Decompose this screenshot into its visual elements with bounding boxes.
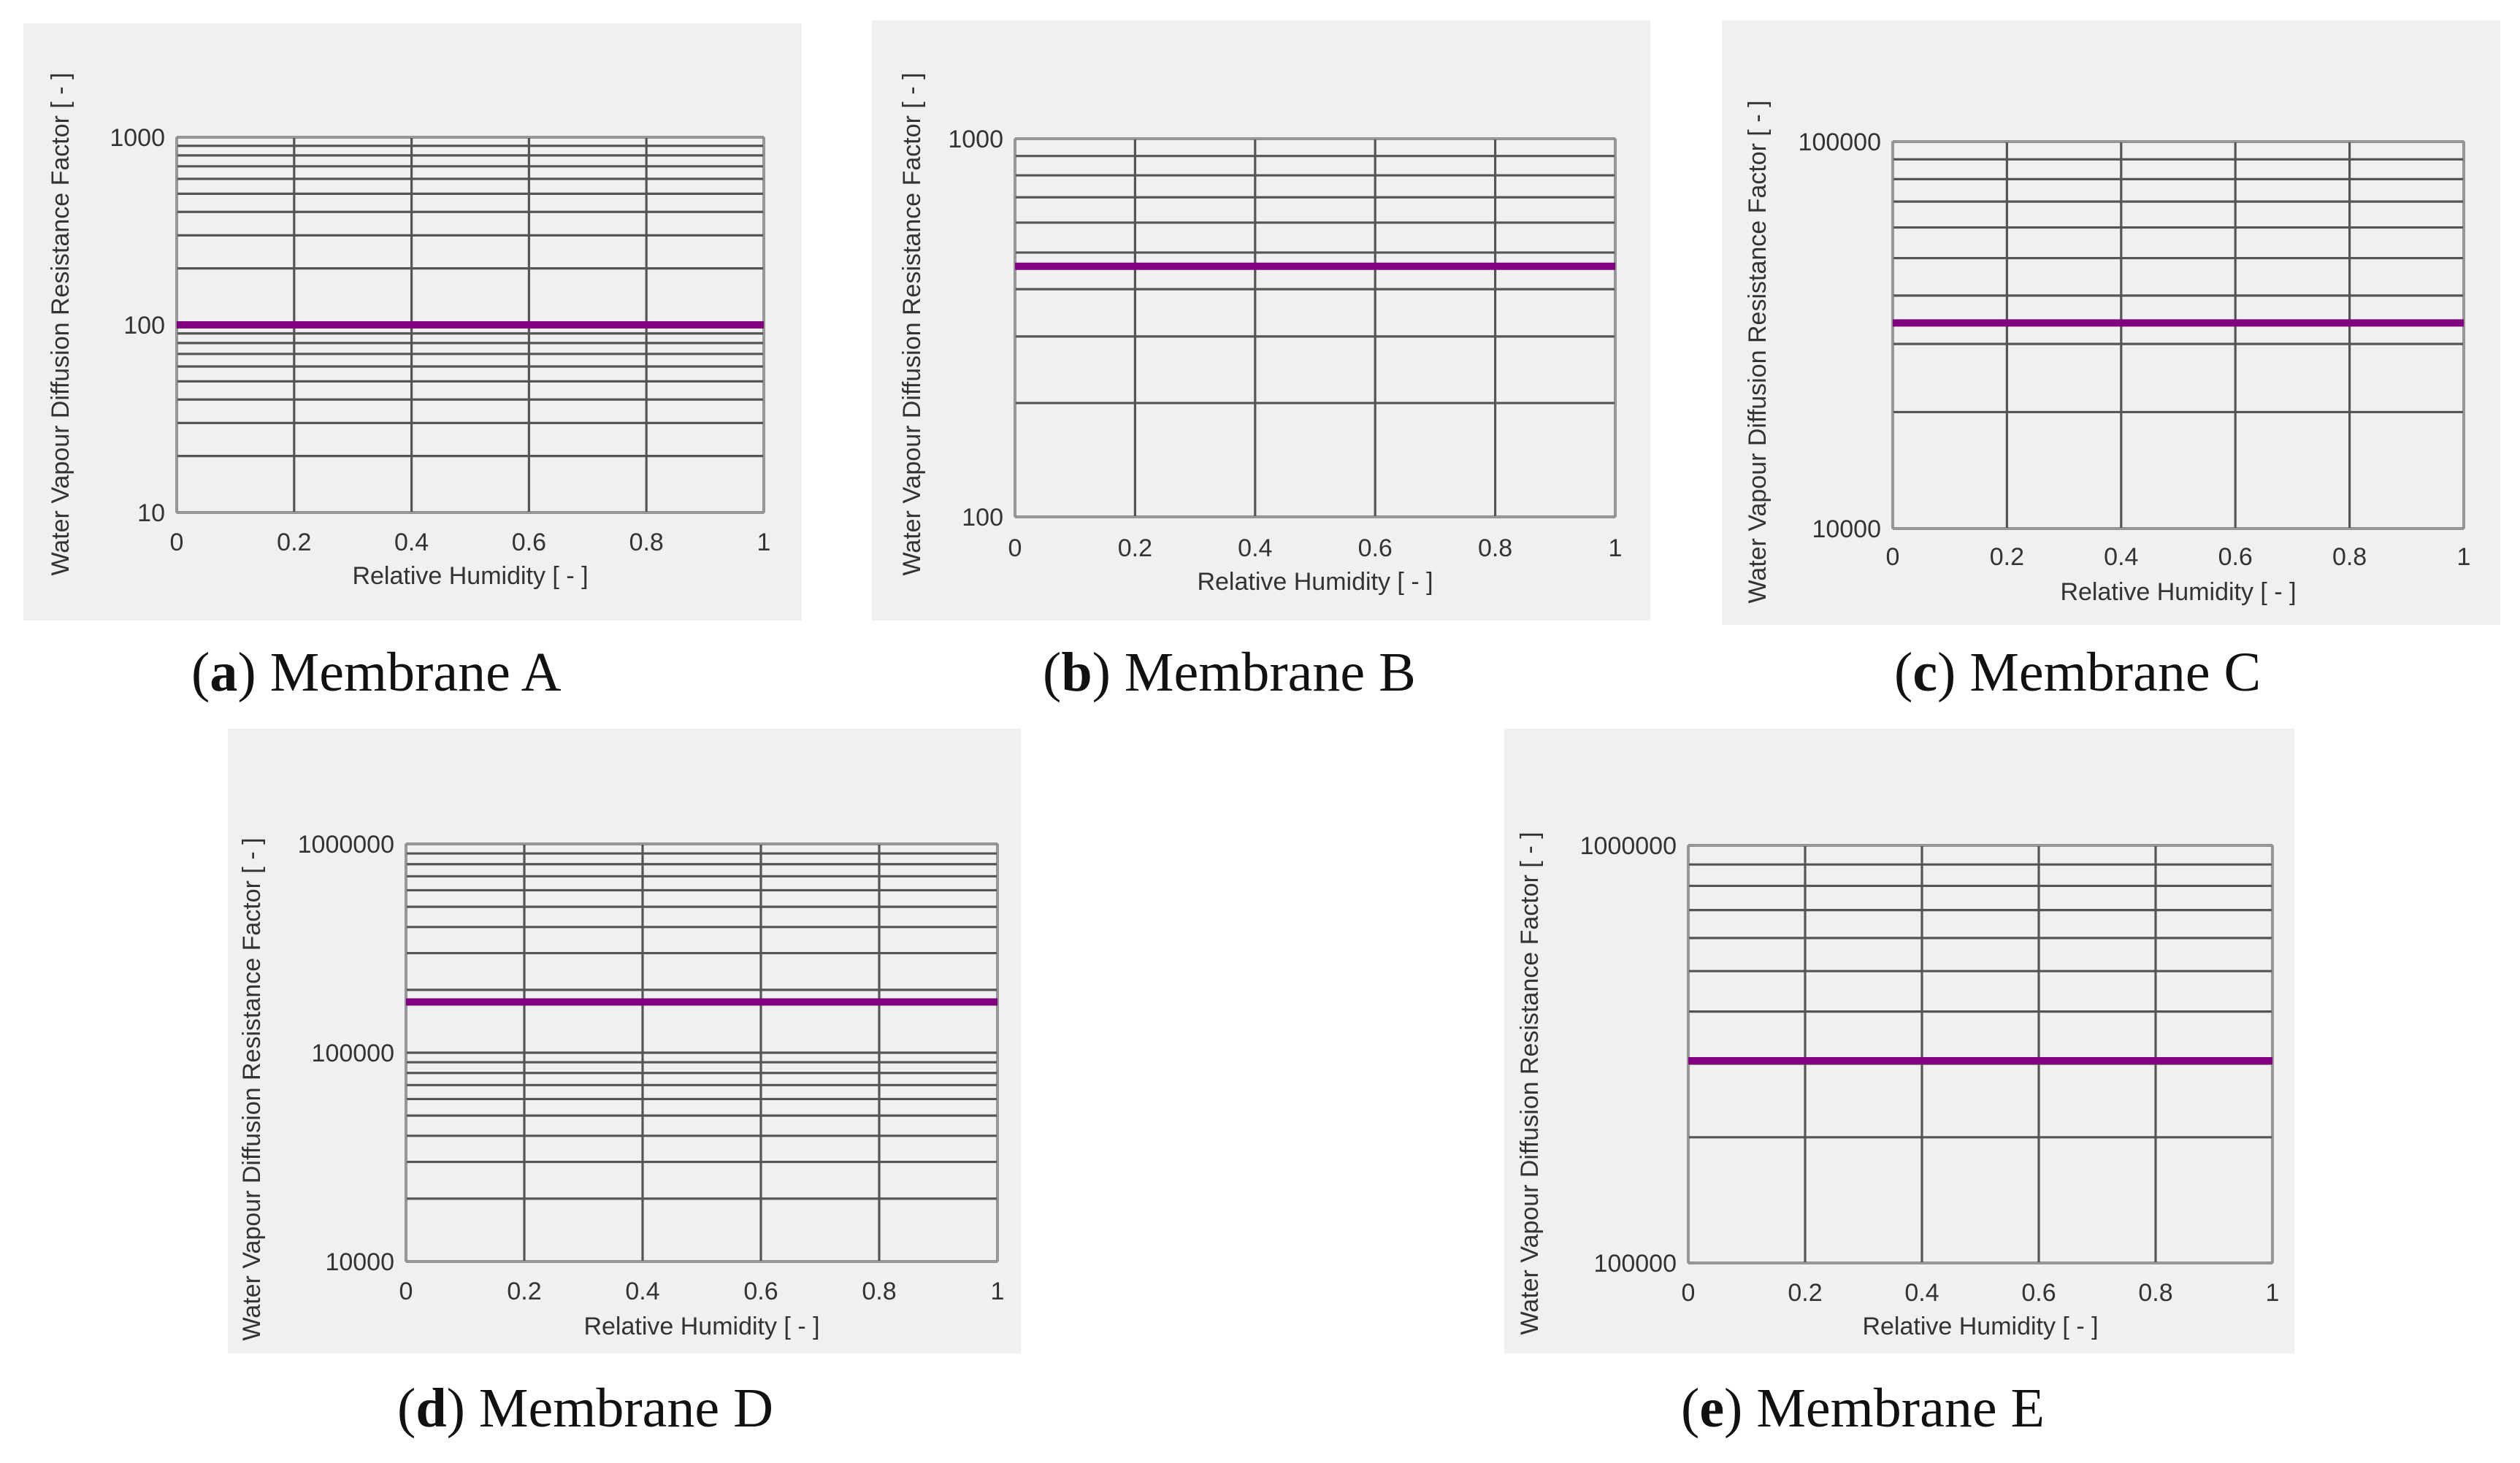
caption-d-text: Membrane D [478,1378,773,1439]
chart-panel-c: 0 0.2 0.4 0.6 0.8 1 10000 100000 Relative Humidi… [1722,20,2500,625]
chart-b-grid [1014,137,1617,518]
chart-a-y-axis-title: Water Vapour Diffusion Resistance Factor… [47,72,74,575]
chart-b-labels: 0 0.2 0.4 0.6 0.8 1 100 1000 Relative Humidity [… [898,72,1622,596]
caption-d: (d) Membrane D [397,1378,773,1439]
caption-e-letter: e [1699,1378,1725,1439]
chart-e-x-tick-label: 0.2 [1788,1279,1822,1307]
chart-c-x-axis-title: Relative Humidity [ - ] [2060,578,2296,606]
chart-e-svg: 0 0.2 0.4 0.6 0.8 1 100000 1000000 Relative Humi… [1516,832,2279,1340]
caption-a-letter: a [210,642,238,703]
chart-c-y-tick-label: 100000 [1799,128,1881,156]
chart-d-x-tick-label: 0.2 [507,1278,541,1305]
chart-d-svg: 0 0.2 0.4 0.6 0.8 1 10000 100000 1000000 Relative… [238,831,1004,1341]
chart-e-grid [1687,844,2274,1264]
chart-d-x-tick-label: 0.6 [743,1278,778,1305]
caption-e-text: Membrane E [1756,1378,2045,1439]
chart-c-x-tick-label: 0.8 [2332,543,2367,571]
caption-e: (e) Membrane E [1681,1378,2045,1439]
chart-a-y-tick-label: 100 [123,312,165,339]
chart-d-y-axis-title: Water Vapour Diffusion Resistance Factor… [238,837,266,1340]
chart-e-plot-frame [1688,845,2273,1264]
chart-c-x-tick-label: 0.4 [2104,543,2138,571]
chart-c-x-tick-label: 0.2 [1990,543,2024,571]
chart-a-x-tick-label: 0 [170,529,184,556]
chart-panel-b: 0 0.2 0.4 0.6 0.8 1 100 1000 Relative Humidity [… [872,20,1650,621]
chart-c-x-tick-label: 0.6 [2218,543,2253,571]
chart-e-x-axis-title: Relative Humidity [ - ] [1862,1313,2098,1340]
chart-d-y-tick-label: 1000000 [298,831,394,859]
chart-c-x-tick-label: 1 [2457,543,2471,571]
chart-a-x-axis-title: Relative Humidity [ - ] [352,562,588,590]
chart-e-y-axis-title: Water Vapour Diffusion Resistance Factor… [1516,832,1544,1335]
chart-c-labels: 0 0.2 0.4 0.6 0.8 1 10000 100000 Relative Humidi… [1744,100,2470,606]
chart-e-y-tick-label: 100000 [1594,1250,1677,1278]
chart-b-plot-frame [1014,138,1616,518]
chart-c-x-tick-label: 0 [1886,543,1900,571]
chart-c-y-tick-label: 10000 [1812,515,1881,543]
chart-a-y-tick-label: 1000 [110,124,165,152]
chart-d-x-tick-label: 0 [399,1278,413,1305]
chart-b-y-tick-label: 100 [962,504,1003,531]
chart-a-x-tick-label: 0.4 [394,529,429,556]
caption-c-letter: c [1912,642,1938,703]
chart-a-x-tick-label: 1 [757,529,771,556]
caption-b: (b) Membrane B [1043,642,1416,703]
chart-e-x-tick-label: 0.6 [2021,1279,2056,1307]
chart-a-labels: 0 0.2 0.4 0.6 0.8 1 10 100 1000 Relative Humidity… [47,72,770,590]
chart-panel-e: 0 0.2 0.4 0.6 0.8 1 100000 1000000 Relative Humi… [1504,729,2294,1353]
caption-b-text: Membrane B [1124,642,1416,703]
chart-e-x-tick-label: 0.4 [1904,1279,1939,1307]
chart-b-y-tick-label: 1000 [948,126,1003,153]
chart-d-x-tick-label: 0.8 [862,1278,896,1305]
chart-e-x-tick-label: 0 [1682,1279,1696,1307]
chart-panel-d: 0 0.2 0.4 0.6 0.8 1 10000 100000 1000000 Relative… [228,729,1021,1353]
chart-d-grid [405,842,999,1263]
chart-b-x-tick-label: 0.8 [1478,534,1512,562]
chart-b-x-tick-label: 0.2 [1118,534,1152,562]
chart-e-y-tick-label: 1000000 [1580,832,1677,860]
caption-d-letter: d [415,1378,447,1439]
chart-a-x-tick-label: 0.2 [277,529,311,556]
chart-d-plot-frame [405,843,998,1262]
chart-b-y-axis-title: Water Vapour Diffusion Resistance Factor… [898,72,926,575]
chart-d-x-axis-title: Relative Humidity [ - ] [583,1313,819,1340]
chart-c-grid [1891,140,2465,530]
chart-a-x-tick-label: 0.8 [629,529,664,556]
chart-c-plot-frame [1892,141,2465,529]
chart-b-x-tick-label: 0 [1008,534,1022,562]
caption-b-letter: b [1061,642,1092,703]
chart-d-y-tick-label: 10000 [325,1248,394,1276]
chart-d-labels: 0 0.2 0.4 0.6 0.8 1 10000 100000 1000000 Relative… [238,831,1004,1341]
chart-panel-a: 0 0.2 0.4 0.6 0.8 1 10 100 1000 Relative Humidity… [23,23,802,621]
chart-e-x-tick-label: 0.8 [2138,1279,2172,1307]
chart-c-svg: 0 0.2 0.4 0.6 0.8 1 10000 100000 Relative Humidi… [1744,100,2470,606]
caption-c: (c) Membrane C [1894,642,2262,703]
chart-a-x-tick-label: 0.6 [512,529,546,556]
chart-d-x-tick-label: 1 [991,1278,1005,1305]
chart-a-y-tick-label: 10 [137,499,165,527]
chart-b-x-axis-title: Relative Humidity [ - ] [1197,568,1433,596]
chart-d-x-tick-label: 0.4 [625,1278,659,1305]
chart-a-svg: 0 0.2 0.4 0.6 0.8 1 10 100 1000 Relative Humidity… [47,72,770,590]
chart-e-x-tick-label: 1 [2266,1279,2280,1307]
chart-b-svg: 0 0.2 0.4 0.6 0.8 1 100 1000 Relative Humidity [… [898,72,1622,596]
chart-c-y-axis-title: Water Vapour Diffusion Resistance Factor… [1744,100,1772,603]
chart-b-x-tick-label: 0.4 [1238,534,1272,562]
caption-a: (a) Membrane A [191,642,562,703]
caption-c-text: Membrane C [1969,642,2262,703]
chart-b-x-tick-label: 0.6 [1358,534,1393,562]
caption-a-text: Membrane A [269,642,562,703]
chart-d-y-tick-label: 100000 [312,1040,394,1067]
chart-b-x-tick-label: 1 [1609,534,1623,562]
chart-e-labels: 0 0.2 0.4 0.6 0.8 1 100000 1000000 Relative Humi… [1516,832,2279,1340]
